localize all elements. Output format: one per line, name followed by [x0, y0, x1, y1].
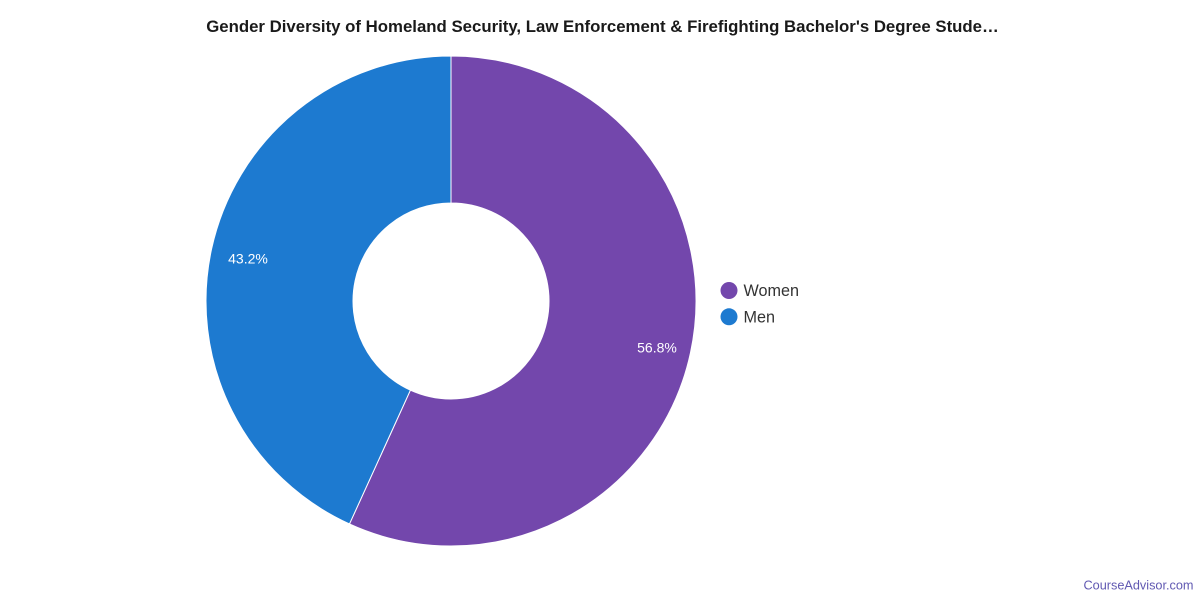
svg-text:Gender Diversity of Homeland S: Gender Diversity of Homeland Security, L…: [206, 17, 999, 36]
svg-text:Men: Men: [744, 308, 776, 326]
svg-text:56.8%: 56.8%: [637, 340, 677, 356]
svg-text:Women: Women: [744, 282, 799, 300]
svg-text:43.2%: 43.2%: [228, 251, 268, 267]
svg-text:CourseAdvisor.com: CourseAdvisor.com: [1084, 579, 1194, 593]
